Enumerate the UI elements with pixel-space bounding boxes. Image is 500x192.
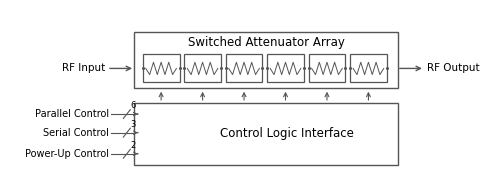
Text: RF Input: RF Input xyxy=(62,63,105,73)
Text: Serial Control: Serial Control xyxy=(43,128,109,138)
Text: Power-Up Control: Power-Up Control xyxy=(25,149,109,159)
Bar xyxy=(134,32,398,88)
Bar xyxy=(142,54,180,83)
Text: RF Output: RF Output xyxy=(427,63,480,73)
Text: Parallel Control: Parallel Control xyxy=(35,109,109,119)
Text: Control Logic Interface: Control Logic Interface xyxy=(220,127,354,140)
Text: 2: 2 xyxy=(130,141,136,150)
Bar xyxy=(226,54,262,83)
Bar xyxy=(308,54,346,83)
Bar xyxy=(267,54,304,83)
Bar xyxy=(184,54,221,83)
Text: 6: 6 xyxy=(130,101,136,110)
Text: Switched Attenuator Array: Switched Attenuator Array xyxy=(188,36,344,49)
Bar xyxy=(350,54,387,83)
Text: 3: 3 xyxy=(130,120,136,129)
Bar xyxy=(134,103,398,165)
